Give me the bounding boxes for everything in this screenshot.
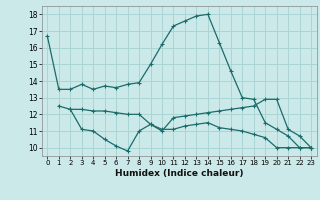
X-axis label: Humidex (Indice chaleur): Humidex (Indice chaleur) bbox=[115, 169, 244, 178]
